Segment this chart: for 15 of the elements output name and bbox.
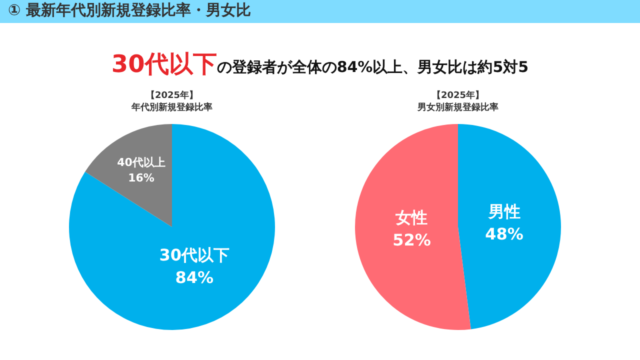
data-label: 52% [392,230,431,250]
chart-subtitle: 男女別新規登録比率 [416,102,500,114]
data-label: 16% [128,172,154,185]
slice-label: 男性 [487,202,520,222]
slice-label: 女性 [394,208,428,227]
text: ① 最新年代別新規登録比率・男女比 [0,0,640,23]
text: の登録者が全体の84%以上、男女比は約5対5 [216,58,529,76]
data-label: 48% [485,224,524,244]
chart-title: 【2025年】 [430,90,486,102]
text: 30代以下 [111,50,217,78]
chart-title: 【2025年】 [144,90,200,102]
slice-label: 30代以下 [159,246,230,265]
chart-subtitle: 年代別新規登録比率 [130,102,214,114]
slice-label: 40代以上 [117,156,166,170]
data-label: 84% [175,268,214,287]
